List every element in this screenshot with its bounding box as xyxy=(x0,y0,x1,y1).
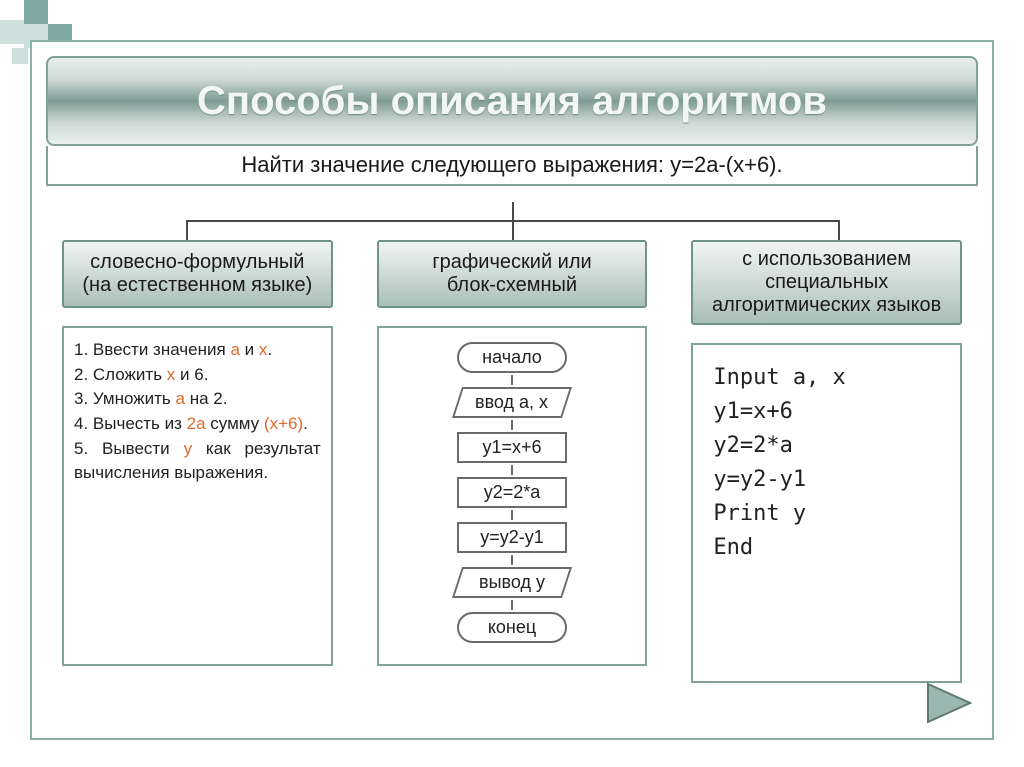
flowchart-body: начало ввод a, x y1=x+6 y2=2*a y=y2-y1 в… xyxy=(377,326,648,666)
col1-head-l1: словесно-формульный xyxy=(90,251,304,273)
column-head-flowchart: графический или блок-схемный xyxy=(377,240,648,308)
subtitle: Найти значение следующего выражения: y=2… xyxy=(46,146,978,186)
code-body: Input a, x y1=x+6 y2=2*a y=y2-y1 Print y… xyxy=(691,343,962,683)
flow-output: вывод y xyxy=(452,567,572,598)
verbal-line-2: 2. Сложить x и 6. xyxy=(74,363,321,388)
column-head-code: с использованием специальных алгоритмиче… xyxy=(691,240,962,325)
flow-end: конец xyxy=(457,612,567,643)
slide-frame: Способы описания алгоритмов Найти значен… xyxy=(30,40,994,740)
code-line: y1=x+6 xyxy=(713,395,940,429)
code-line: Input a, x xyxy=(713,361,940,395)
code-line: Print y xyxy=(713,497,940,531)
flow-step-y1: y1=x+6 xyxy=(457,432,567,463)
verbal-line-5: 5. Вывести y как результат вычисления вы… xyxy=(74,437,321,486)
flow-start: начало xyxy=(457,342,567,373)
flow-input: ввод a, x xyxy=(452,387,572,418)
flow-step-y: y=y2-y1 xyxy=(457,522,567,553)
col1-head-l2: (на естественном языке) xyxy=(82,274,312,296)
column-code: с использованием специальных алгоритмиче… xyxy=(691,240,962,683)
col3-head-l1: с использованием xyxy=(742,248,911,270)
page-title: Способы описания алгоритмов xyxy=(46,56,978,146)
code-line: y=y2-y1 xyxy=(713,463,940,497)
columns-row: словесно-формульный (на естественном язы… xyxy=(62,240,962,683)
verbal-line-3: 3. Умножить a на 2. xyxy=(74,387,321,412)
col3-head-l2: специальных xyxy=(765,271,888,293)
verbal-line-1: 1. Ввести значения a и x. xyxy=(74,338,321,363)
column-flowchart: графический или блок-схемный начало ввод… xyxy=(377,240,648,683)
column-head-verbal: словесно-формульный (на естественном язы… xyxy=(62,240,333,308)
next-slide-button[interactable] xyxy=(926,682,972,724)
flowchart: начало ввод a, x y1=x+6 y2=2*a y=y2-y1 в… xyxy=(389,338,636,643)
flow-step-y2: y2=2*a xyxy=(457,477,567,508)
code-listing: Input a, x y1=x+6 y2=2*a y=y2-y1 Print y… xyxy=(703,355,950,572)
col2-head-l2: блок-схемный xyxy=(447,274,577,296)
verbal-body: 1. Ввести значения a и x. 2. Сложить x и… xyxy=(62,326,333,666)
verbal-line-4: 4. Вычесть из 2a сумму (x+6). xyxy=(74,412,321,437)
col2-head-l1: графический или xyxy=(432,251,591,273)
col3-head-l3: алгоритмических языков xyxy=(712,294,941,316)
code-line: y2=2*a xyxy=(713,429,940,463)
column-verbal: словесно-формульный (на естественном язы… xyxy=(62,240,333,683)
arrow-right-icon xyxy=(926,682,972,724)
org-tree-lines xyxy=(46,202,978,242)
code-line: End xyxy=(713,531,940,565)
